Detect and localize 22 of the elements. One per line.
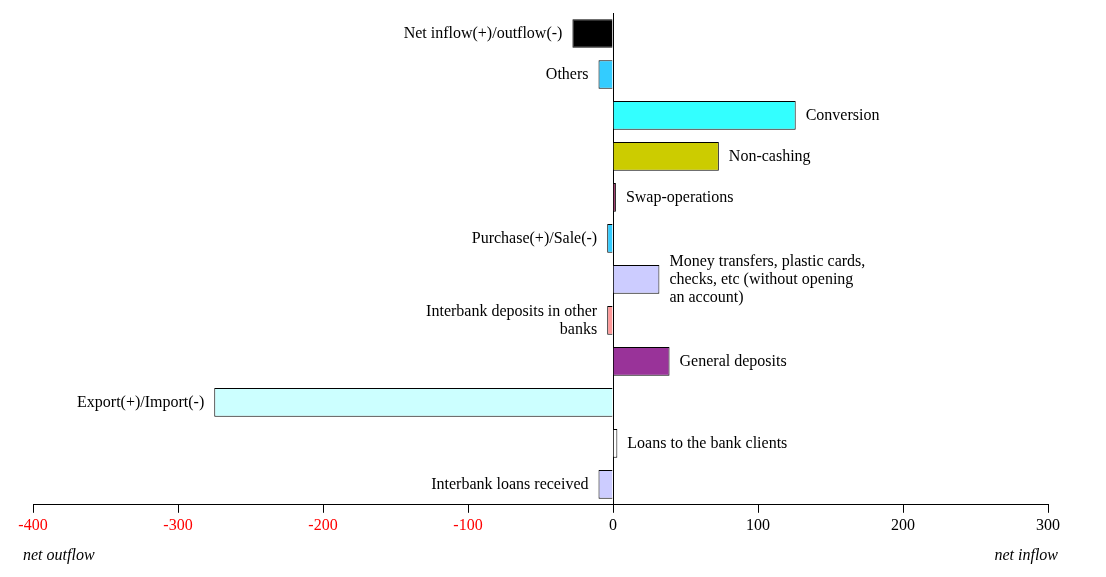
y-tick-label: Swap-operations: [625, 187, 734, 206]
x-tick-label: -300: [163, 515, 193, 533]
x-tick-label: 200: [891, 515, 915, 533]
y-tick-label: Loans to the bank clients: [627, 433, 788, 451]
y-tick-label: Money transfers, plastic cards, checks, etc (without opening an account): [669, 251, 866, 306]
y-tick-label: Net inflow(+)/outflow(-): [403, 23, 563, 42]
x-tick-label: -400: [18, 515, 48, 533]
y-tick-label: Interbank deposits in other banks: [426, 301, 598, 337]
x-tick-label: 300: [1036, 515, 1060, 533]
text: net inflow: [994, 546, 1059, 565]
x-tick-label: -200: [308, 515, 338, 533]
y-tick-label: Conversion: [805, 105, 880, 123]
text: net outflow: [23, 546, 95, 565]
x-tick-label: -100: [453, 515, 483, 533]
y-tick-label: Others: [545, 64, 589, 82]
y-tick-label: General deposits: [679, 351, 787, 370]
y-tick-label: Export(+)/Import(-): [77, 392, 205, 411]
y-tick-label: Purchase(+)/Sale(-): [471, 228, 598, 247]
x-tick-label: 0: [609, 515, 617, 533]
y-tick-label: Non-cashing: [728, 146, 811, 165]
y-tick-label: Interbank loans received: [431, 474, 589, 492]
x-tick-label: 100: [746, 515, 770, 533]
